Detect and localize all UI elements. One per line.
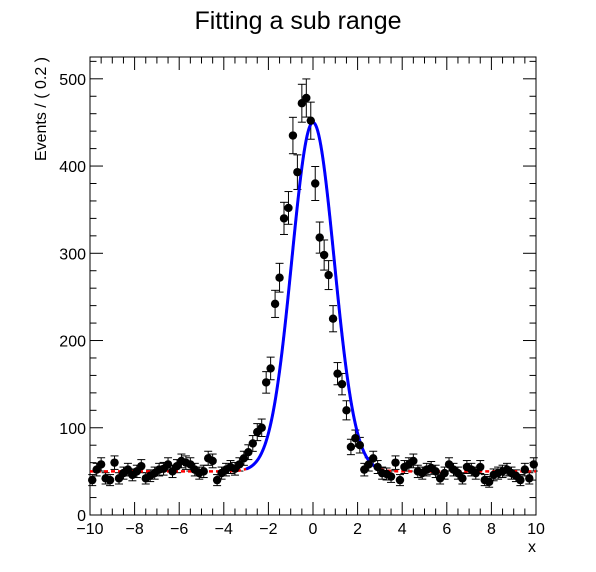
- y-tick-label: 300: [59, 246, 86, 263]
- x-tick-label: 6: [442, 521, 451, 538]
- data-point: [88, 475, 97, 485]
- y-axis-ticks: [90, 60, 536, 516]
- data-point: [266, 364, 275, 373]
- data-point: [315, 233, 324, 242]
- data-point: [293, 167, 302, 177]
- data-point: [163, 460, 173, 469]
- x-tick-label: −4: [215, 521, 233, 538]
- data-point: [484, 477, 494, 487]
- x-tick-label: 8: [487, 521, 496, 538]
- data-point: [337, 379, 347, 389]
- data-point: [364, 460, 373, 469]
- data-point: [386, 472, 396, 481]
- data-point: [270, 299, 280, 309]
- y-axis-label: Events / ( 0.2 ): [33, 57, 50, 161]
- data-point: [235, 460, 244, 469]
- x-tick-label: −10: [76, 521, 103, 538]
- data-point: [471, 468, 480, 478]
- x-tick-label: 10: [527, 521, 545, 538]
- data-point: [342, 406, 351, 415]
- data-point: [346, 442, 356, 452]
- data-point: [284, 203, 293, 213]
- data-point: [440, 468, 449, 478]
- data-point: [395, 475, 405, 485]
- chart-title: Fitting a sub range: [194, 7, 401, 35]
- data-point: [328, 314, 338, 323]
- data-point: [476, 462, 485, 472]
- data-point: [409, 456, 418, 466]
- data-point: [306, 116, 315, 125]
- data-point: [355, 441, 365, 450]
- data-point: [302, 93, 311, 103]
- data-point: [319, 250, 329, 260]
- x-tick-label: −8: [125, 521, 143, 538]
- data-point: [288, 131, 298, 140]
- y-tick-label: 400: [59, 159, 86, 176]
- data-point: [369, 454, 378, 463]
- data-point: [137, 461, 146, 471]
- data-point: [525, 474, 534, 483]
- data-point: [199, 467, 208, 476]
- x-axis-label: x: [528, 539, 536, 556]
- data-point: [105, 475, 115, 485]
- data-point: [212, 475, 222, 485]
- data-point: [110, 458, 119, 467]
- data-point: [275, 273, 284, 282]
- data-point: [248, 439, 257, 448]
- data-point: [351, 434, 360, 443]
- y-tick-label: 0: [77, 508, 86, 525]
- data-point: [333, 369, 342, 378]
- data-point: [96, 460, 106, 469]
- y-axis-tick-labels: 0 100 200 300 400 500: [59, 72, 86, 525]
- x-axis-tick-labels: −10 −8 −6 −4 −2 0 2 4 6 8 10: [76, 521, 545, 538]
- x-tick-label: 0: [309, 521, 318, 538]
- data-point: [458, 474, 467, 483]
- data-points: [88, 93, 538, 487]
- data-point: [311, 179, 320, 188]
- y-tick-label: 500: [59, 72, 86, 89]
- x-tick-label: −2: [259, 521, 277, 538]
- data-point: [431, 467, 440, 476]
- data-point: [257, 423, 266, 432]
- data-point: [529, 460, 538, 469]
- x-axis-ticks: [89, 57, 537, 515]
- data-point: [261, 378, 271, 387]
- data-point: [324, 270, 333, 280]
- x-tick-label: 2: [353, 521, 362, 538]
- x-tick-label: −6: [170, 521, 188, 538]
- data-point: [208, 456, 217, 466]
- data-point: [239, 454, 249, 463]
- data-point: [373, 462, 382, 472]
- y-tick-label: 200: [59, 334, 86, 351]
- data-point: [520, 465, 530, 474]
- x-tick-label: 4: [398, 521, 407, 538]
- data-point: [279, 214, 289, 223]
- data-point: [516, 475, 525, 485]
- y-tick-label: 100: [59, 421, 86, 438]
- data-point: [391, 458, 400, 467]
- data-point: [244, 447, 253, 457]
